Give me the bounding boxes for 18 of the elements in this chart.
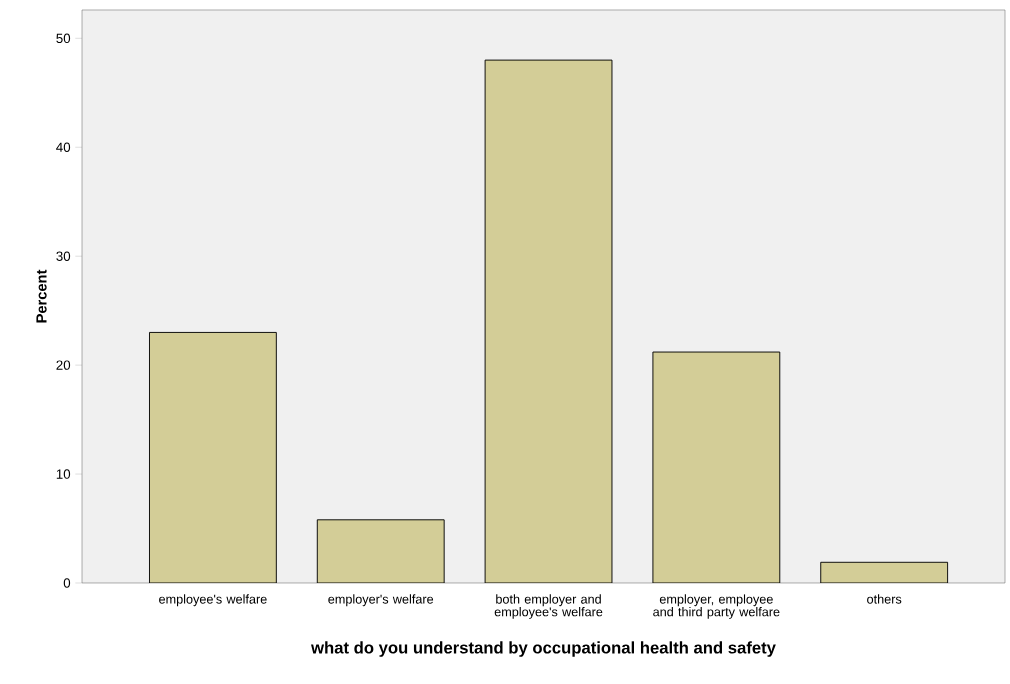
y-tick-label: 40 bbox=[56, 142, 71, 152]
y-axis-title: Percent bbox=[36, 269, 47, 323]
x-tick-label: employee's welfare bbox=[159, 594, 267, 607]
bar bbox=[484, 59, 613, 583]
x-axis-title: what do you understand by occupational health and safety bbox=[311, 641, 776, 657]
y-tick-label: 0 bbox=[63, 578, 71, 588]
x-tick-label: both employer and employee's welfare bbox=[494, 594, 603, 619]
x-tick-label: others bbox=[867, 594, 902, 604]
y-tick-label: 20 bbox=[56, 360, 71, 370]
bar bbox=[652, 351, 781, 583]
y-tick-label: 10 bbox=[56, 469, 71, 479]
y-tick-label: 30 bbox=[56, 251, 71, 261]
x-tick-label: employer, employee and third party welfare bbox=[653, 594, 780, 619]
y-tick-label: 50 bbox=[56, 33, 71, 44]
bar bbox=[316, 519, 445, 583]
bar bbox=[820, 561, 949, 583]
bar bbox=[149, 331, 277, 583]
x-tick-label: employer's welfare bbox=[328, 594, 434, 607]
